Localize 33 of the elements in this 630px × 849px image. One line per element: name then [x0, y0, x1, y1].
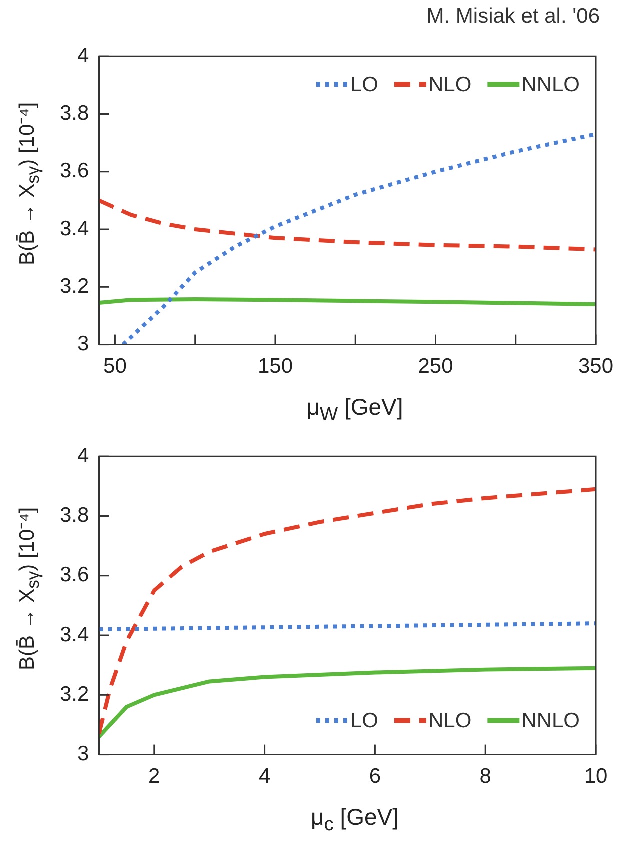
legend-label: LO [350, 710, 378, 733]
legend-label: NNLO [522, 710, 580, 733]
x-axis-title: μ$_{c}$ [GeV] [310, 804, 400, 837]
x-tick-label: 8 [480, 765, 492, 788]
y-tick-label: 3.8 [60, 102, 90, 126]
legend-label: NLO [428, 710, 472, 733]
x-axis-title: μ$_{W}$ [GeV] [306, 394, 404, 427]
legend-label: LO [350, 73, 378, 96]
y-tick-label: 3.2 [60, 274, 90, 298]
legend-label: NLO [428, 73, 472, 96]
line-series [99, 487, 596, 736]
y-tick-label: 3.2 [60, 682, 90, 706]
line-series [121, 132, 596, 345]
y-tick-label: 3.6 [60, 160, 90, 183]
y-tick-label: 3.6 [60, 564, 90, 587]
y-tick-label: 3 [78, 742, 90, 766]
line-series [99, 198, 596, 252]
y-tick-label: 3 [78, 332, 90, 356]
x-tick-label: 150 [258, 355, 294, 378]
y-tick-label: 3.4 [60, 217, 90, 240]
y-tick-label: 4 [78, 444, 90, 468]
y-tick-label: 3.4 [60, 623, 90, 646]
x-tick-label: 10 [584, 765, 608, 788]
x-tick-label: 2 [148, 765, 160, 788]
legend-label: NNLO [522, 73, 580, 96]
y-tick-label: 3.8 [60, 504, 90, 528]
x-tick-label: 250 [418, 355, 454, 378]
text: M. Misiak et al. '06 [426, 4, 601, 30]
x-tick-label: 50 [104, 355, 127, 378]
x-tick-label: 4 [258, 765, 271, 788]
x-tick-label: 350 [578, 355, 614, 378]
x-tick-label: 6 [369, 765, 382, 788]
y-tick-label: 4 [78, 44, 90, 68]
